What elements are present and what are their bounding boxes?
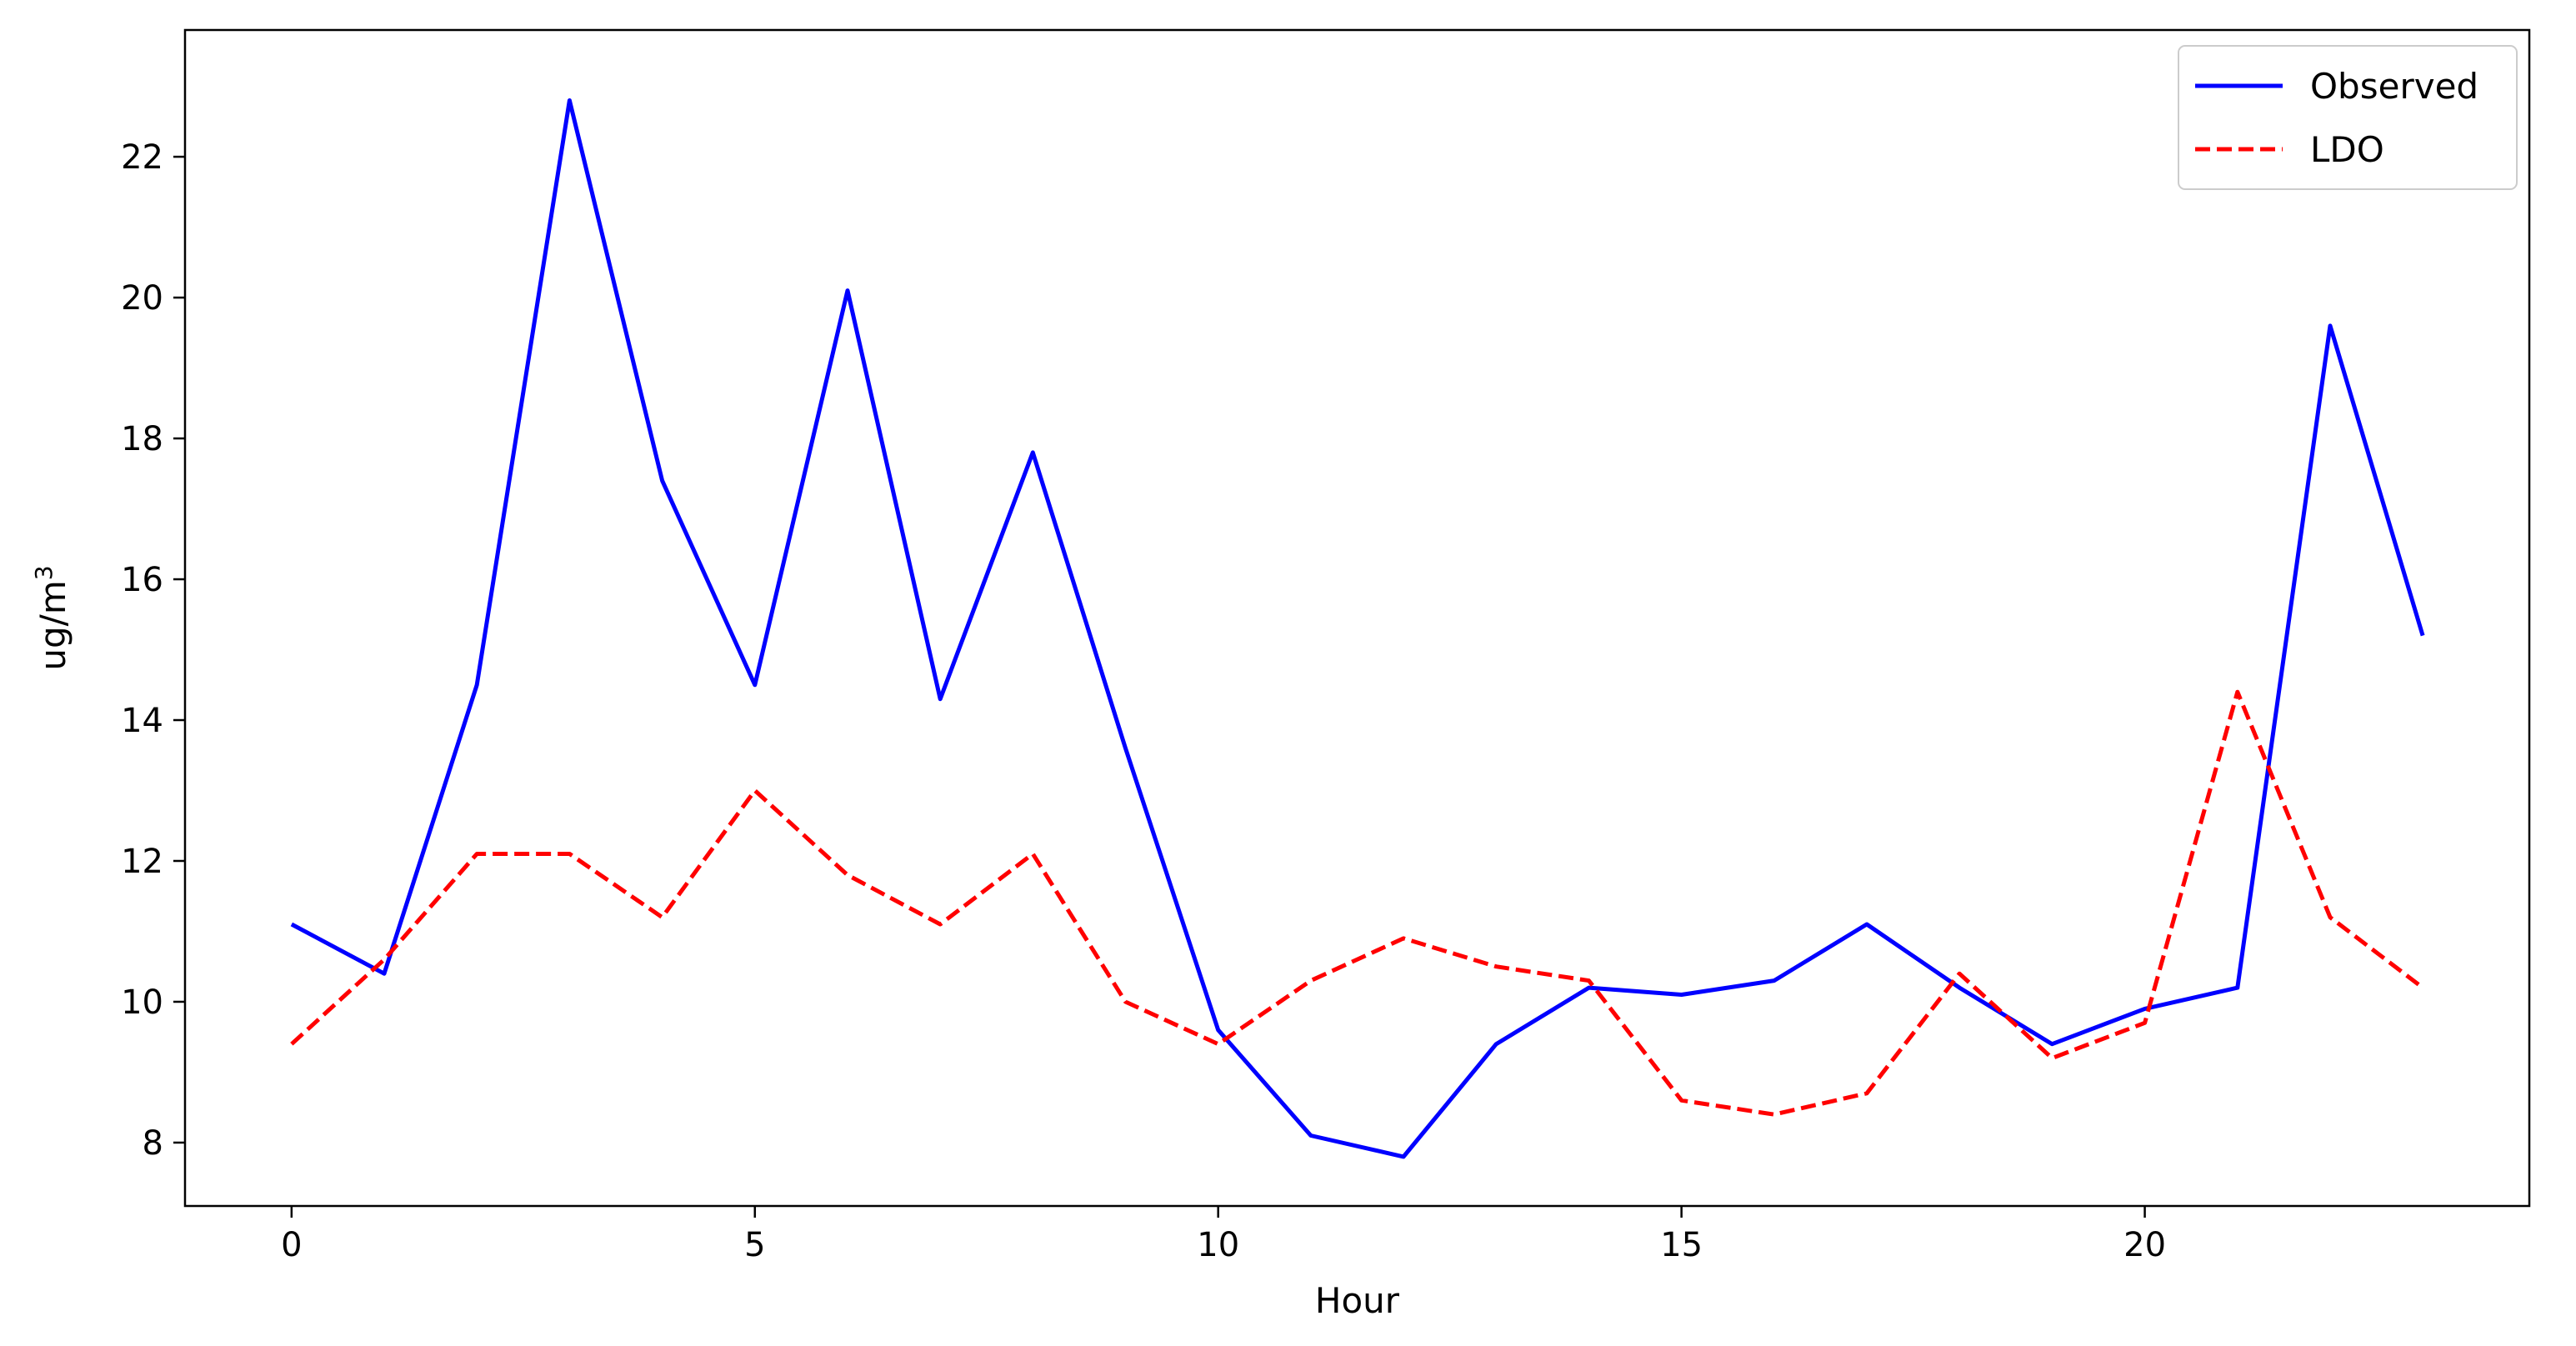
y-tick-label: 10: [121, 983, 163, 1022]
y-tick-label: 18: [121, 420, 163, 458]
x-tick-label: 15: [1660, 1226, 1703, 1264]
y-tick-label: 12: [121, 843, 163, 881]
y-axis: 8 10 12 14 16 18 20 22: [121, 138, 185, 1163]
x-tick-label: 20: [2123, 1226, 2166, 1264]
x-axis: 0 5 10 15 20: [281, 1206, 2166, 1264]
x-tick-label: 10: [1197, 1226, 1239, 1264]
x-tick-label: 0: [281, 1226, 302, 1264]
y-tick-label: 8: [143, 1124, 163, 1163]
y-tick-label: 14: [121, 702, 163, 740]
y-axis-label-base: ug/m: [33, 580, 73, 670]
legend-box: [2178, 45, 2518, 190]
y-tick-label: 22: [121, 138, 163, 177]
y-axis-label-superscript: 3: [30, 565, 58, 580]
y-axis-label: ug/m3: [30, 565, 73, 670]
plot-frame: [183, 28, 2531, 1208]
series-line-ldo: [290, 689, 2424, 1117]
legend: Observed LDO: [2178, 45, 2518, 190]
x-tick-label: 5: [744, 1226, 765, 1264]
series-layer: [290, 98, 2425, 1159]
legend-label-observed: Observed: [2310, 66, 2478, 107]
y-tick-label: 16: [121, 561, 163, 599]
series-line-observed: [290, 98, 2425, 1159]
legend-label-ldo: LDO: [2310, 129, 2384, 170]
x-axis-label: Hour: [1315, 1280, 1400, 1321]
y-tick-label: 20: [121, 279, 163, 318]
